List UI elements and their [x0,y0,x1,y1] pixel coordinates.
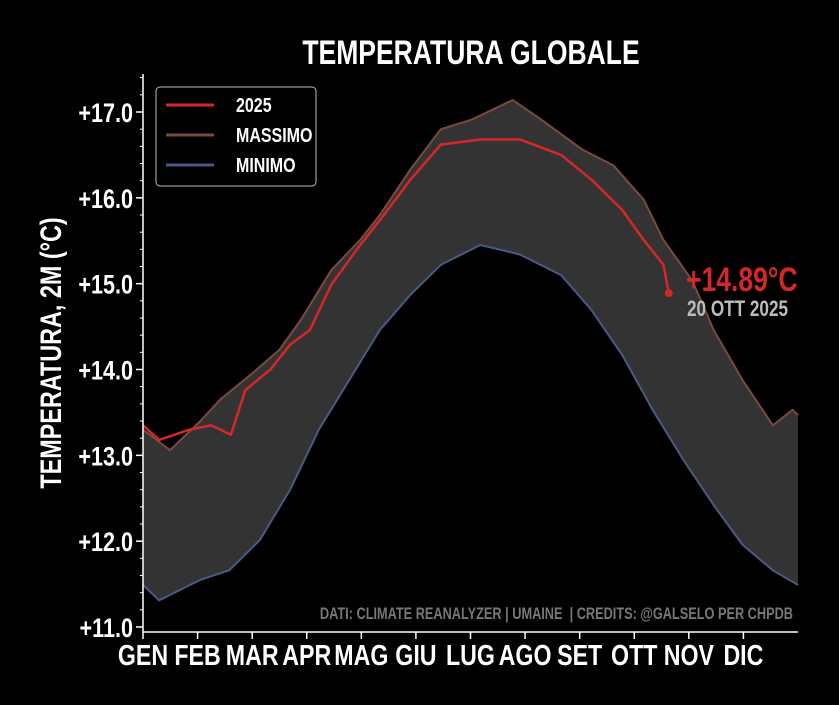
series-2025-line [142,138,671,442]
y-axis-label: TEMPERATURA, 2M (°C) [34,217,67,488]
legend-label-massimo: MASSIMO [236,124,312,146]
x-tick-label: DIC [723,638,763,671]
current-value-label: +14.89°C [686,261,798,299]
legend: 2025 MASSIMO MINIMO [155,86,317,187]
axes: +11.0 +12.0 +13.0 +14.0 +15.0 +16.0 +17.0 GEN FE… [78,74,798,672]
y-tick-label: +14.0 [78,356,133,386]
series-minimo-line [142,244,799,602]
x-tick-label: APR [282,638,331,671]
x-tick-label: MAG [334,638,388,671]
credits-text: DATI: CLIMATE REANALYZER | UMAINE | CRED… [320,604,793,623]
series-massimo-line [142,98,799,452]
legend-label-minimo: MINIMO [236,154,296,176]
x-tick-label: LUG [446,638,495,671]
x-tick-label: AGO [499,638,552,671]
x-tick-label: MAR [226,638,279,671]
y-tick-label: +11.0 [80,614,133,644]
x-tick-label: FEB [174,638,220,671]
y-tick-label: +15.0 [78,270,133,300]
x-tick-label: GEN [118,638,168,671]
y-tick-label: +12.0 [78,528,133,558]
x-tick-label: NOV [664,638,715,671]
y-tick-label: +17.0 [78,99,133,129]
y-tick-label: +16.0 [78,185,133,215]
plot-area [142,98,799,602]
y-tick-label: +13.0 [78,442,133,472]
x-tick-label: OTT [611,638,657,671]
x-tick-label: SET [557,638,602,671]
current-value-marker [664,289,673,298]
x-tick-label: GIU [395,638,436,671]
current-date-label: 20 OTT 2025 [687,297,788,322]
chart-title: TEMPERATURA GLOBALE [302,34,639,72]
legend-label-2025: 2025 [236,94,272,116]
